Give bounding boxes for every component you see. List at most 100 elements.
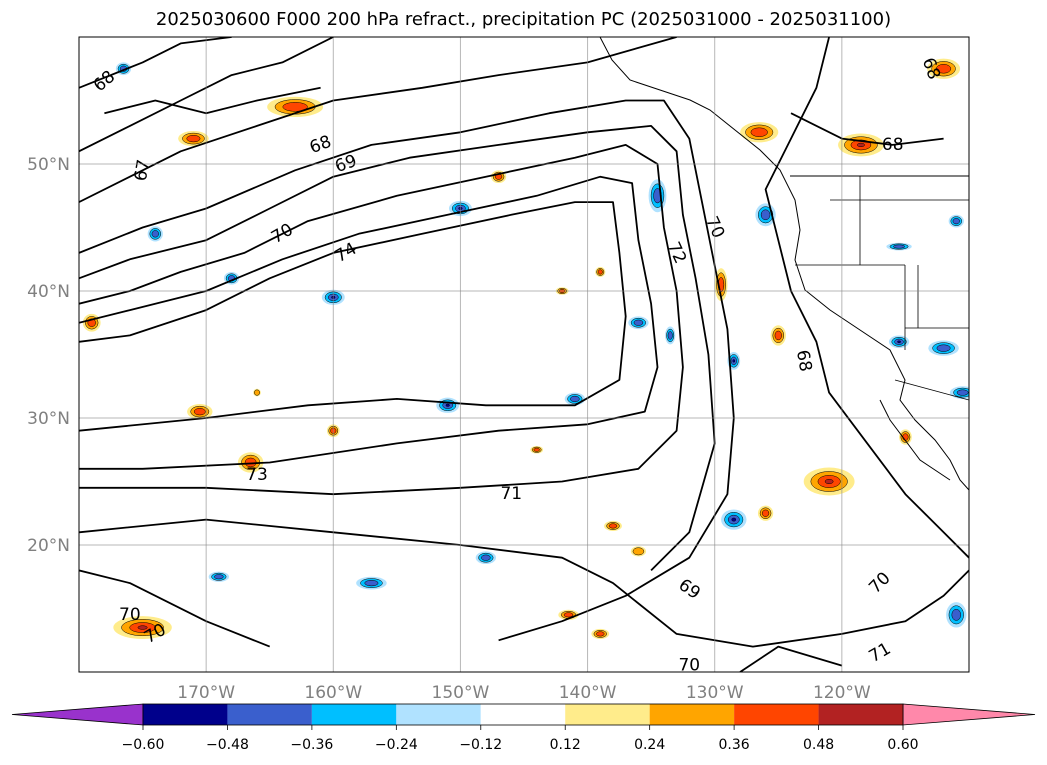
colorbar-band [311,704,397,725]
precip-cell [886,242,912,251]
lon-tick-label: 130°W [686,683,744,703]
precip-level [897,340,901,344]
contour-label: 70 [119,605,141,625]
contour-label: 68 [792,348,815,373]
lon-tick-label: 170°W [177,683,235,703]
contour-label: 71 [500,484,522,504]
precip-cell [356,576,387,590]
precip-cell [949,386,969,399]
map-frame [78,36,970,673]
gridlines [79,37,969,672]
colorbar-band [396,704,481,725]
precip-cell [888,335,910,349]
contour-label: 67 [131,158,154,183]
precip-cell [178,130,209,147]
colorbar-band [818,704,903,725]
precip-level [731,517,737,522]
refractivity-contour [79,125,716,572]
precip-layer [82,58,969,639]
refractivity-contour [79,518,969,648]
colorbar-tick-label: −0.36 [290,737,333,753]
precip-level [563,612,574,618]
precip-level [186,134,201,143]
precip-cell [721,509,747,530]
colorbar-tick-label: 0.24 [634,737,665,753]
colorbar-tick-label: −0.24 [375,737,418,753]
coastline-layer [599,37,969,491]
precip-cell [928,340,959,356]
precip-level [952,218,960,225]
lat-tick-label: 30°N [27,409,70,429]
longitude-labels: 170°W 160°W 150°W 140°W 130°W 120°W [177,683,871,703]
colorbar-band [734,704,819,725]
precip-level [760,209,771,221]
contour-layer [79,37,969,672]
precip-cell [113,616,172,639]
mexico-border [894,379,969,401]
refractivity-contour [79,201,627,432]
precip-level [214,574,224,580]
refractivity-contour [79,99,735,642]
chart-title: 2025030600 F000 200 hPa refract., precip… [155,9,892,30]
contour-label: 70 [678,656,700,676]
precip-level [732,359,736,363]
state-borders [795,176,969,350]
precip-cell [803,467,855,496]
precip-cell [948,214,964,228]
colorbar-tick-label: 0.36 [719,737,750,753]
precip-cell [591,628,610,639]
precip-level [951,609,962,621]
lat-tick-label: 40°N [27,282,70,302]
precip-cell [475,551,497,565]
contour-label: 73 [246,465,268,485]
colorbar-band [143,704,228,725]
precip-cell [564,392,586,406]
precip-cell [253,388,261,397]
colorbar-band [480,704,566,725]
lat-tick-label: 20°N [27,536,70,556]
precip-level [667,331,673,340]
precip-level [570,395,580,402]
baja-coastline [879,399,951,481]
colorbar-over-triangle [902,703,1036,726]
precip-cell [648,179,667,213]
precip-level [445,403,450,407]
precip-level [608,523,618,529]
lon-tick-label: 150°W [432,683,490,703]
colorbar-band [649,704,735,725]
colorbar-under-triangle [11,703,144,726]
colorbar-tick-label: −0.60 [122,737,165,753]
precip-cell [630,546,647,557]
refractivity-contour [79,175,659,470]
contour-label: 68 [882,135,904,155]
precip-cell [628,316,649,330]
precip-cell [770,325,786,346]
colorbar-frame [142,703,904,726]
precip-level [774,330,782,341]
precip-level [364,580,379,587]
precip-level [750,127,768,137]
precip-level [857,142,865,148]
colorbar-band [227,704,312,725]
precip-cell [530,445,544,454]
refractivity-contour [790,112,944,146]
precip-level [151,230,159,238]
refractivity-contour [79,569,271,648]
precip-level [633,319,644,326]
north-america-coastline [599,37,969,491]
precip-cell [208,571,230,582]
precip-cell [147,226,163,242]
precip-cell [267,96,324,118]
precip-level [282,102,308,112]
precip-cell [838,133,884,157]
precip-level [902,433,909,441]
precip-level [936,64,952,74]
precip-cell [899,429,912,445]
colorbar-tick-label: 0.12 [550,737,581,753]
precip-level [254,389,260,396]
colorbar-tick-label: −0.48 [206,737,249,753]
lon-tick-label: 140°W [559,683,617,703]
precip-level [137,625,148,630]
map-background [79,37,969,672]
